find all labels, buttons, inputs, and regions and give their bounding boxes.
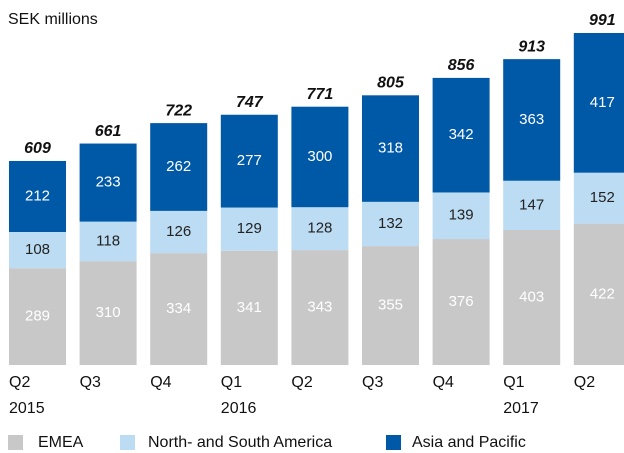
x-tick-label: Q2 bbox=[574, 374, 595, 391]
x-tick-label: Q1 bbox=[221, 374, 242, 391]
x-tick-label: Q2 bbox=[291, 374, 312, 391]
bar-segment bbox=[573, 223, 624, 365]
total-label: 747 bbox=[236, 94, 264, 111]
segment-label: 403 bbox=[519, 288, 544, 305]
segment-label: 262 bbox=[166, 158, 191, 175]
bar-segment bbox=[573, 33, 624, 173]
bar-segment bbox=[150, 253, 208, 365]
bar-segment bbox=[291, 250, 349, 365]
x-tick-label: Q4 bbox=[433, 374, 454, 391]
segment-label: 129 bbox=[237, 220, 262, 237]
bar-segment bbox=[432, 192, 490, 240]
bar-segment bbox=[79, 143, 137, 222]
bar-segment bbox=[362, 246, 419, 365]
segment-label: 277 bbox=[237, 152, 262, 169]
bar-segment bbox=[79, 261, 137, 365]
total-label: 991 bbox=[589, 12, 616, 29]
chart-title: SEK millions bbox=[8, 11, 98, 28]
bar-segment bbox=[362, 201, 419, 247]
bar-segment bbox=[220, 114, 278, 208]
segment-label: 108 bbox=[25, 241, 50, 258]
total-label: 913 bbox=[518, 38, 545, 55]
bar-segment bbox=[9, 231, 66, 269]
total-label: 609 bbox=[24, 140, 51, 157]
bar-segment bbox=[503, 180, 561, 230]
x-tick-label: Q1 bbox=[503, 374, 524, 391]
total-label: 722 bbox=[165, 102, 192, 119]
x-tick-label: Q3 bbox=[80, 374, 101, 391]
bar-segment bbox=[220, 250, 278, 365]
bar-segment bbox=[220, 207, 278, 251]
legend-swatch bbox=[8, 435, 23, 450]
segment-label: 300 bbox=[307, 148, 332, 165]
bar-segment bbox=[291, 207, 349, 251]
segment-label: 152 bbox=[590, 189, 615, 206]
segment-label: 355 bbox=[378, 297, 403, 314]
legend-label: EMEA bbox=[38, 434, 84, 451]
segment-label: 341 bbox=[237, 299, 262, 316]
x-tick-label: 2015 bbox=[9, 400, 45, 417]
segment-label: 310 bbox=[96, 304, 121, 321]
x-tick-label: Q3 bbox=[362, 374, 383, 391]
x-tick-label: 2017 bbox=[503, 400, 539, 417]
segment-label: 363 bbox=[519, 111, 544, 128]
segment-label: 132 bbox=[378, 215, 403, 232]
segment-label: 422 bbox=[590, 285, 615, 302]
x-tick-label: Q4 bbox=[150, 374, 171, 391]
segment-label: 342 bbox=[449, 126, 474, 143]
segment-label: 233 bbox=[96, 174, 121, 191]
total-label: 805 bbox=[377, 75, 405, 92]
segment-label: 128 bbox=[307, 220, 332, 237]
segment-label: 343 bbox=[307, 299, 332, 316]
segment-label: 318 bbox=[378, 140, 403, 157]
x-tick-label: 2016 bbox=[221, 400, 257, 417]
total-label: 661 bbox=[95, 123, 122, 140]
bar-segment bbox=[291, 106, 349, 208]
legend-swatch bbox=[120, 435, 135, 450]
segment-label: 126 bbox=[166, 223, 191, 240]
bar-segment bbox=[9, 268, 66, 365]
total-label: 856 bbox=[448, 57, 475, 74]
segment-label: 118 bbox=[96, 232, 120, 249]
segment-label: 139 bbox=[449, 207, 474, 224]
segment-label: 147 bbox=[519, 196, 544, 213]
segment-label: 376 bbox=[449, 293, 474, 310]
x-tick-label: Q2 bbox=[9, 374, 30, 391]
segment-label: 289 bbox=[25, 308, 50, 325]
bar-segment bbox=[573, 172, 624, 224]
legend-label: North- and South America bbox=[148, 434, 332, 451]
segment-label: 212 bbox=[25, 187, 50, 204]
bar-segment bbox=[503, 59, 561, 181]
segment-label: 334 bbox=[166, 300, 191, 317]
segment-label: 417 bbox=[590, 94, 615, 111]
bar-segment bbox=[503, 229, 561, 365]
bar-segment bbox=[150, 210, 208, 254]
bar-segment bbox=[79, 221, 137, 262]
bar-segment bbox=[9, 160, 66, 232]
legend-swatch bbox=[386, 435, 401, 450]
bar-segment bbox=[362, 95, 419, 202]
bar-segment bbox=[432, 77, 490, 193]
legend-label: Asia and Pacific bbox=[412, 434, 526, 451]
bar-segment bbox=[432, 239, 490, 365]
total-label: 771 bbox=[307, 86, 334, 103]
bar-segment bbox=[150, 123, 208, 211]
